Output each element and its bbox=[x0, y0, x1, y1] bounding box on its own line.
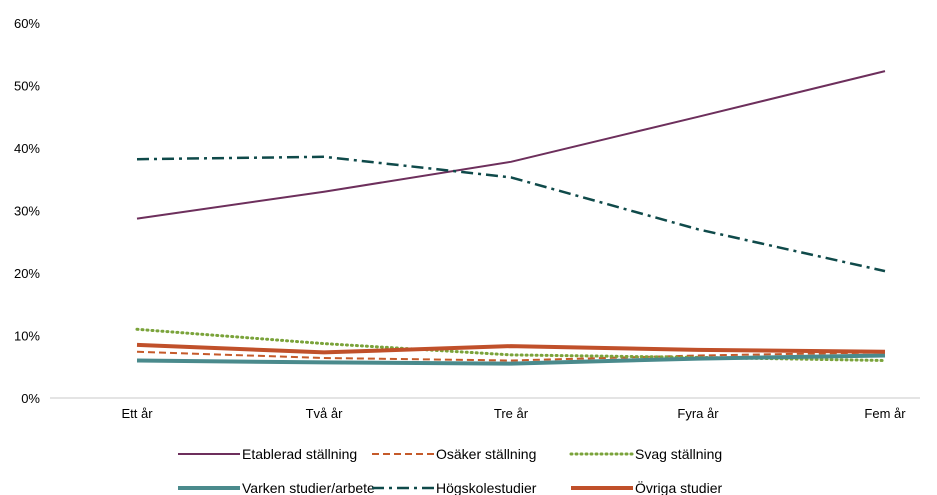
y-tick-label: 20% bbox=[14, 266, 40, 281]
series-line-4 bbox=[136, 353, 886, 366]
legend-label: Osäker ställning bbox=[436, 446, 536, 462]
y-tick-label: 60% bbox=[14, 16, 40, 31]
x-tick-label: Tre år bbox=[494, 406, 529, 421]
series-line-5 bbox=[136, 155, 886, 273]
y-tick-label: 50% bbox=[14, 79, 40, 94]
y-tick-label: 10% bbox=[14, 329, 40, 344]
legend-label: Övriga studier bbox=[635, 479, 722, 495]
x-tick-label: Fyra år bbox=[677, 406, 719, 421]
y-tick-label: 0% bbox=[21, 391, 40, 406]
legend-label: Etablerad ställning bbox=[242, 446, 357, 462]
series-line-2 bbox=[136, 350, 886, 362]
x-axis-labels: Ett år Två år Tre år Fyra år Fem år bbox=[121, 406, 906, 421]
x-tick-label: Två år bbox=[306, 406, 344, 421]
series-line-6 bbox=[136, 342, 886, 355]
x-tick-label: Fem år bbox=[864, 406, 906, 421]
legend-label: Svag ställning bbox=[635, 446, 722, 462]
y-axis-labels: 0% 10% 20% 30% 40% 50% 60% bbox=[14, 16, 40, 406]
legend: Etablerad ställning Osäker ställning Svag … bbox=[178, 446, 722, 495]
series-line-1 bbox=[136, 70, 886, 220]
y-tick-label: 30% bbox=[14, 204, 40, 219]
series-lines bbox=[135, 70, 887, 366]
legend-label: Högskolestudier bbox=[436, 480, 537, 495]
legend-label: Varken studier/arbete bbox=[242, 480, 375, 495]
y-tick-label: 40% bbox=[14, 141, 40, 156]
x-tick-label: Ett år bbox=[121, 406, 153, 421]
